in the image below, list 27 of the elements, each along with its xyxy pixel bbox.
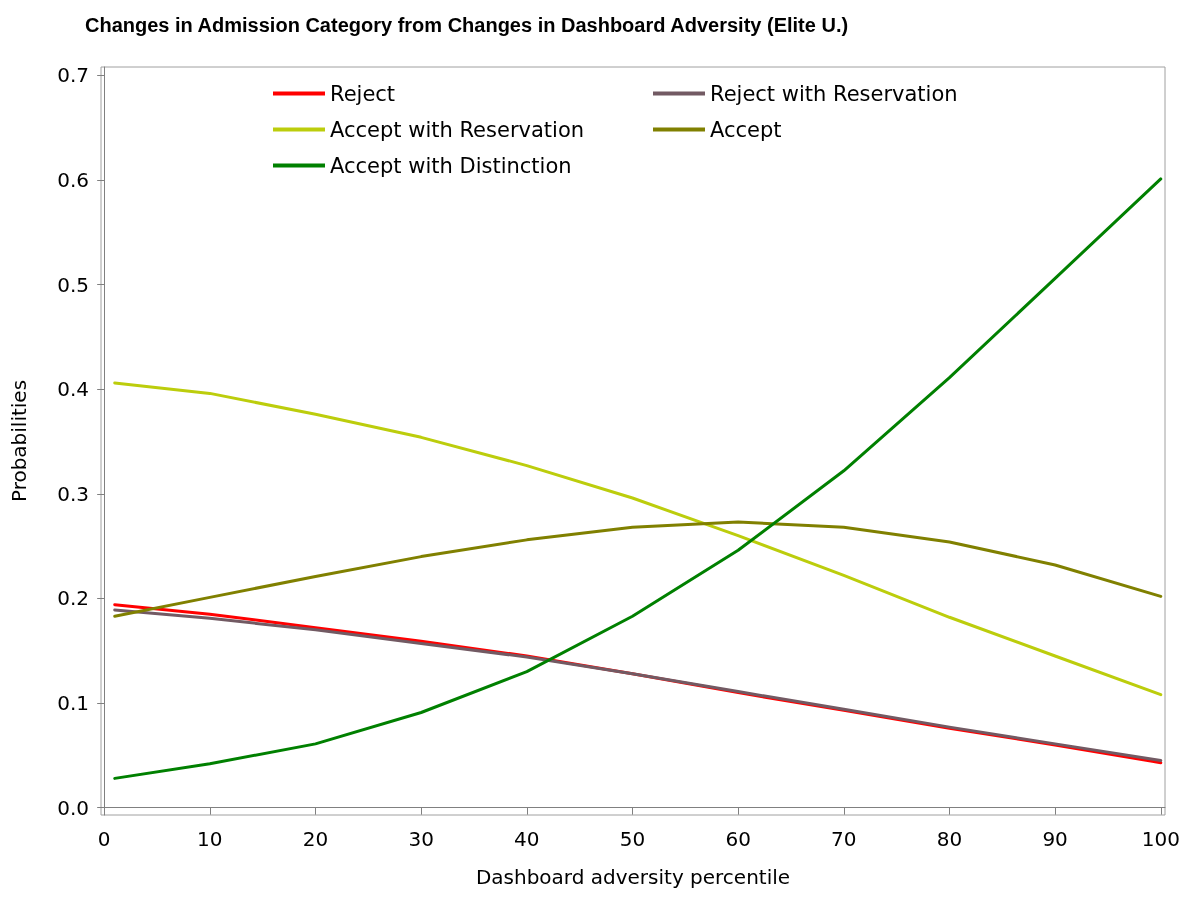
legend-label: Accept xyxy=(710,117,782,142)
legend-label: Reject with Reservation xyxy=(710,81,958,106)
x-tick-label: 90 xyxy=(1042,827,1068,851)
x-tick-label: 80 xyxy=(936,827,963,851)
x-tick-label: 40 xyxy=(514,827,540,851)
y-tick-label: 0.3 xyxy=(57,481,89,506)
x-tick-label: 30 xyxy=(408,827,434,851)
y-tick-label: 0.7 xyxy=(57,63,89,88)
x-axis-title: Dashboard adversity percentile xyxy=(475,865,791,889)
y-tick-label: 0.6 xyxy=(57,167,89,192)
y-tick-label: 0.2 xyxy=(57,586,89,611)
x-tick-label: 0 xyxy=(97,827,111,851)
x-tick-label: 20 xyxy=(302,827,329,851)
y-tick-label: 0.4 xyxy=(57,377,89,402)
legend-label: Reject xyxy=(330,81,396,106)
x-tick-label: 50 xyxy=(619,827,646,851)
x-tick-label: 60 xyxy=(725,827,751,851)
x-tick-label: 100 xyxy=(1141,827,1180,851)
x-tick-label: 10 xyxy=(197,827,223,851)
legend-label: Accept with Reservation xyxy=(330,117,585,142)
legend-label: Accept with Distinction xyxy=(330,153,572,178)
chart-title: Changes in Admission Category from Changes in Dashboard Adversity (Elite U.) xyxy=(85,14,849,36)
x-tick-label: 70 xyxy=(831,827,857,851)
y-tick-label: 0.0 xyxy=(57,795,89,820)
y-tick-label: 0.1 xyxy=(57,691,89,716)
y-axis-title: Probabilities xyxy=(7,379,31,503)
y-tick-label: 0.5 xyxy=(57,272,89,297)
